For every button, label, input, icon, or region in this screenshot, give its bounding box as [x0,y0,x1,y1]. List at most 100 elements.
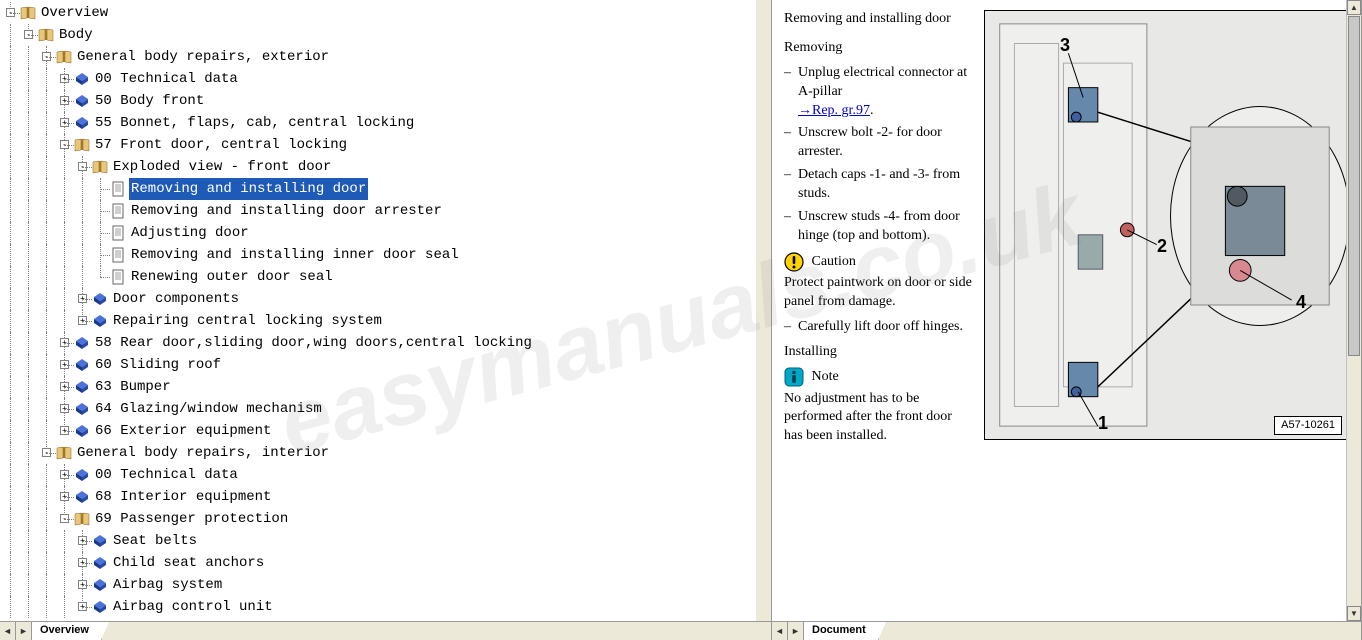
diamond-icon [74,423,90,439]
tree-item[interactable]: +58 Rear door,sliding door,wing doors,ce… [2,332,756,354]
collapse-icon[interactable]: - [24,30,33,39]
doc-section-removing: Removing [784,39,974,58]
tree-item[interactable]: +50 Body front [2,90,756,112]
tab-next[interactable]: ► [16,622,32,640]
step-text: Carefully lift door off hinges. [798,318,974,337]
expand-icon[interactable]: + [78,294,87,303]
tree-item-label: Airbag system [111,574,224,596]
figure-detail-circle: 4 [1170,106,1350,326]
expand-icon[interactable]: + [78,558,87,567]
tree-item[interactable]: - General body repairs, exterior [2,46,756,68]
tree-item-label: Removing and installing inner door seal [129,244,461,266]
diamond-icon [92,555,108,571]
book-open-icon [92,159,108,175]
expand-icon[interactable]: + [60,118,69,127]
nav-tree: -Overview-Body-General body repairs, ext… [0,0,756,620]
procedure-step: – Carefully lift door off hinges. [784,318,974,337]
tab-overview[interactable]: Overview [32,622,102,640]
tree-item[interactable]: Adjusting door [2,222,756,244]
tree-item[interactable]: +00 Technical data [2,464,756,486]
tree-item-label: 69 Passenger protection [93,508,290,530]
tree-item-label: Body [57,24,95,46]
tree-item[interactable]: +55 Bonnet, flaps, cab, central locking [2,112,756,134]
step-text: Unscrew studs -4- from door hinge (top a… [798,208,974,246]
tree-item-label: 60 Sliding roof [93,354,223,376]
tree-item-label: 68 Interior equipment [93,486,273,508]
expand-icon[interactable]: + [78,580,87,589]
tree-item[interactable]: Removing and installing inner door seal [2,244,756,266]
expand-icon[interactable]: + [60,404,69,413]
caution-label: Caution [812,254,856,269]
diamond-icon [74,71,90,87]
expand-icon[interactable]: + [78,316,87,325]
tree-item[interactable]: +68 Interior equipment [2,486,756,508]
collapse-icon[interactable]: - [6,8,15,17]
expand-icon[interactable]: + [60,338,69,347]
expand-icon[interactable]: + [60,470,69,479]
collapse-icon[interactable]: - [42,52,51,61]
tree-item-label: General body repairs, exterior [75,46,331,68]
tree-item[interactable]: +64 Glazing/window mechanism [2,398,756,420]
tree-item-label: Repairing central locking system [111,310,384,332]
tree-item-label: Airbag control unit [111,596,275,618]
tree-item[interactable]: -Exploded view - front door [2,156,756,178]
expand-icon[interactable]: + [60,492,69,501]
tree-item[interactable]: Removing and installing door arrester [2,200,756,222]
collapse-icon[interactable]: - [78,162,87,171]
tree-item[interactable]: + Airbag system [2,574,756,596]
diamond-icon [74,401,90,417]
tree-item[interactable]: - Body [2,24,756,46]
tree-item[interactable]: + Repairing central locking system [2,310,756,332]
expand-icon[interactable]: + [60,360,69,369]
tree-item-label: 66 Exterior equipment [93,420,273,442]
tree-item[interactable]: Removing and installing door [2,178,756,200]
expand-icon[interactable]: + [78,602,87,611]
tree-item[interactable]: Renewing outer door seal [2,266,756,288]
expand-icon[interactable]: + [78,536,87,545]
tree-item[interactable]: +00 Technical data [2,68,756,90]
tree-item[interactable]: + Airbag control unit [2,596,756,618]
tree-item[interactable]: + Child seat anchors [2,552,756,574]
expand-icon[interactable]: + [60,96,69,105]
tab-prev[interactable]: ◄ [0,622,16,640]
book-open-icon [74,511,90,527]
diamond-icon [74,115,90,131]
tree-item[interactable]: -General body repairs, interior [2,442,756,464]
tree-item[interactable]: +Door components [2,288,756,310]
tree-item[interactable]: - Overview [2,2,756,24]
tab-next-right[interactable]: ► [788,622,804,640]
tree-item[interactable]: +66 Exterior equipment [2,420,756,442]
diamond-icon [74,467,90,483]
diamond-icon [74,379,90,395]
cross-ref-link[interactable]: →Rep. gr.97 [798,103,870,118]
expand-icon[interactable]: + [60,74,69,83]
collapse-icon[interactable]: - [42,448,51,457]
tree-item[interactable]: - 69 Passenger protection [2,508,756,530]
expand-icon[interactable]: + [60,426,69,435]
tree-item[interactable]: - 57 Front door, central locking [2,134,756,156]
tree-item-label: Removing and installing door [129,178,368,200]
tree-item[interactable]: +60 Sliding roof [2,354,756,376]
tree-item[interactable]: +63 Bumper [2,376,756,398]
doc-scrollbar[interactable]: ▲ ▼ [1346,0,1361,621]
tree-item[interactable]: + Seat belts [2,530,756,552]
expand-icon[interactable]: + [60,382,69,391]
tree-item-label: 57 Front door, central locking [93,134,349,156]
diamond-icon [92,599,108,615]
document-panel: Removing and installing door Removing –U… [772,0,1362,640]
tree-item-label: 63 Bumper [93,376,173,398]
tab-document[interactable]: Document [804,622,879,640]
tree-item-label: Seat belts [111,530,199,552]
tree-item-label: Overview [39,2,110,24]
tree-item-label: Child seat anchors [111,552,266,574]
caution-icon [784,252,804,272]
collapse-icon[interactable]: - [60,514,69,523]
collapse-icon[interactable]: - [60,140,69,149]
tab-prev-right[interactable]: ◄ [772,622,788,640]
tree-item-label: 00 Technical data [93,464,240,486]
doc-section-installing: Installing [784,343,974,362]
procedure-step: –Detach caps -1- and -3- from studs. [784,166,974,204]
tree-scroll[interactable]: -Overview-Body-General body repairs, ext… [0,0,771,621]
caution-callout: Caution Protect paintwork on door or sid… [784,252,974,312]
doc-scroll[interactable]: Removing and installing door Removing –U… [772,0,1361,621]
